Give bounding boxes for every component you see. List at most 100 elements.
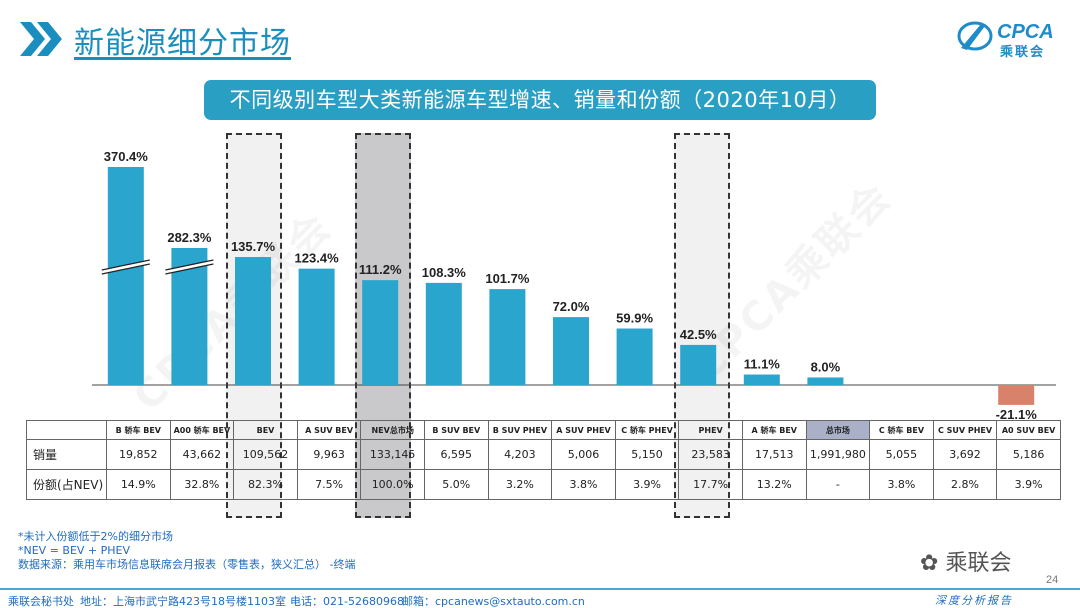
bar-11 xyxy=(807,377,844,385)
page-title: 新能源细分市场 xyxy=(74,26,291,61)
data-label-9: 42.5% xyxy=(680,327,717,342)
data-label-11: 8.0% xyxy=(811,359,841,374)
category-cell: A SUV BEV xyxy=(296,420,362,440)
share-cell: 7.5% xyxy=(296,469,362,500)
bar-8 xyxy=(616,328,653,385)
data-label-8: 59.9% xyxy=(616,311,653,326)
share-row-label: 份额(占NEV) xyxy=(26,469,107,500)
axis-break-line xyxy=(165,259,214,271)
share-cell: 100.0% xyxy=(360,469,425,500)
footer-org: 乘联会秘书处 xyxy=(8,595,74,608)
data-label-4: 111.2% xyxy=(359,262,402,277)
axis-break-mark xyxy=(167,260,212,274)
footer-divider xyxy=(0,588,1080,590)
growth-bar-chart: 370.4% 282.3% 135.7% 123.4% 111.2% 108.3% 101.… xyxy=(92,149,1056,420)
sales-row: 销量 19,852 43,662 109,562 9,963 133,145 6,595 4… xyxy=(26,439,1061,470)
share-cell: 82.3% xyxy=(233,469,298,500)
data-label-1: 282.3% xyxy=(167,230,212,245)
category-cell: A0 SUV BEV xyxy=(996,420,1061,440)
category-row: B 轿车 BEV A00 轿车 BEV BEV A SUV BEV NEV总市场 B SU… xyxy=(26,420,1061,440)
notes: *未计入份额低于2%的细分市场 *NEV = BEV + PHEV 数据来源：乘… xyxy=(18,530,355,572)
sales-cell: 109,562 xyxy=(233,439,298,470)
bar-9 xyxy=(680,344,717,385)
wechat-icon: ✿ xyxy=(920,551,939,576)
category-cell: C SUV PHEV xyxy=(932,420,998,440)
category-cell: A00 轿车 BEV xyxy=(169,420,235,440)
axis-break-line xyxy=(101,263,150,275)
note: *未计入份额低于2%的细分市场 xyxy=(18,530,173,543)
share-cell: 3.9% xyxy=(996,469,1061,500)
wechat-label: 乘联会 xyxy=(945,551,1012,576)
axis-break-line xyxy=(165,263,214,275)
share-cell: 17.7% xyxy=(678,469,743,500)
share-cell: 13.2% xyxy=(741,469,807,500)
table-corner xyxy=(26,420,107,440)
footer-phone: 电话：021-52680968 xyxy=(290,595,404,608)
sales-cell: 5,006 xyxy=(551,439,616,470)
share-cell: 14.9% xyxy=(106,469,171,500)
footer-email: 邮箱：cpcanews@sxtauto.com.cn xyxy=(402,595,585,608)
cpca-logo: CPCA xyxy=(957,21,1054,51)
category-cell: C 轿车 PHEV xyxy=(614,420,680,440)
sales-cell: 3,692 xyxy=(932,439,998,470)
bar-0 xyxy=(107,167,144,385)
bar-4 xyxy=(362,280,399,385)
category-cell: C 轿车 BEV xyxy=(869,420,934,440)
sales-cell: 5,186 xyxy=(996,439,1061,470)
sales-cell: 19,852 xyxy=(106,439,171,470)
bar-3 xyxy=(298,268,335,385)
share-cell: 3.9% xyxy=(614,469,680,500)
category-cell: PHEV xyxy=(678,420,743,440)
data-label-10: 11.1% xyxy=(744,357,781,372)
category-cell: BEV xyxy=(233,420,298,440)
note: *NEV = BEV + PHEV xyxy=(18,544,131,557)
sales-cell: 4,203 xyxy=(487,439,553,470)
bar-7 xyxy=(553,317,589,385)
svg-text:CPCA: CPCA xyxy=(997,21,1054,43)
wechat-badge: ✿ 乘联会 xyxy=(920,545,1011,577)
sales-cell: 43,662 xyxy=(169,439,235,470)
data-label-7: 72.0% xyxy=(553,299,590,314)
sales-cell: 5,055 xyxy=(869,439,934,470)
share-cell: 3.8% xyxy=(551,469,616,500)
category-cell: B SUV PHEV xyxy=(487,420,553,440)
page-number: 24 xyxy=(1046,574,1059,586)
sales-cell: 17,513 xyxy=(741,439,807,470)
sales-cell: 9,963 xyxy=(296,439,362,470)
sales-cell: 133,145 xyxy=(360,439,425,470)
category-cell: A SUV PHEV xyxy=(551,420,616,440)
chart-title-banner: 不同级别车型大类新能源车型增速、销量和份额（2020年10月） xyxy=(204,80,876,120)
share-cell: 3.2% xyxy=(487,469,553,500)
category-cell: B SUV BEV xyxy=(423,420,489,440)
bar-5 xyxy=(425,282,462,385)
bar-14 xyxy=(998,385,1035,405)
bar-2 xyxy=(235,257,271,385)
data-label-5: 108.3% xyxy=(422,265,467,280)
footer: 乘联会秘书处 地址：上海市武宁路423号18号楼1103室 电话：021-526… xyxy=(0,590,1080,608)
bar-6 xyxy=(489,289,526,385)
category-cell: B 轿车 BEV xyxy=(106,420,171,440)
data-label-3: 123.4% xyxy=(295,251,340,266)
data-label-0: 370.4% xyxy=(104,149,149,164)
footer-address: 地址：上海市武宁路423号18号楼1103室 xyxy=(80,595,286,608)
category-cell: A 轿车 BEV xyxy=(741,420,807,440)
sales-cell: 6,595 xyxy=(423,439,489,470)
data-table: B 轿车 BEV A00 轿车 BEV BEV A SUV BEV NEV总市场 B SU… xyxy=(26,420,1061,500)
double-chevron-icon xyxy=(20,22,62,56)
share-cell: 2.8% xyxy=(932,469,998,500)
axis-break-mark xyxy=(103,260,148,274)
axis-break-line xyxy=(101,259,150,271)
sales-cell: 1,991,980 xyxy=(805,439,871,470)
share-row: 份额(占NEV) 14.9% 32.8% 82.3% 7.5% 100.0% 5.0% 3.… xyxy=(26,469,1061,500)
sales-row-label: 销量 xyxy=(26,439,107,470)
category-cell: 总市场 xyxy=(805,420,871,440)
logo-subtitle: 乘联会 xyxy=(1000,45,1046,60)
report-tag: 深度分析报告 xyxy=(935,594,1013,607)
category-cell: NEV总市场 xyxy=(360,420,425,440)
share-cell: 5.0% xyxy=(423,469,489,500)
bar-10 xyxy=(743,374,780,385)
data-label-14: -21.1% xyxy=(996,407,1038,420)
share-cell: 32.8% xyxy=(169,469,235,500)
share-cell: 3.8% xyxy=(869,469,934,500)
sales-cell: 5,150 xyxy=(614,439,680,470)
